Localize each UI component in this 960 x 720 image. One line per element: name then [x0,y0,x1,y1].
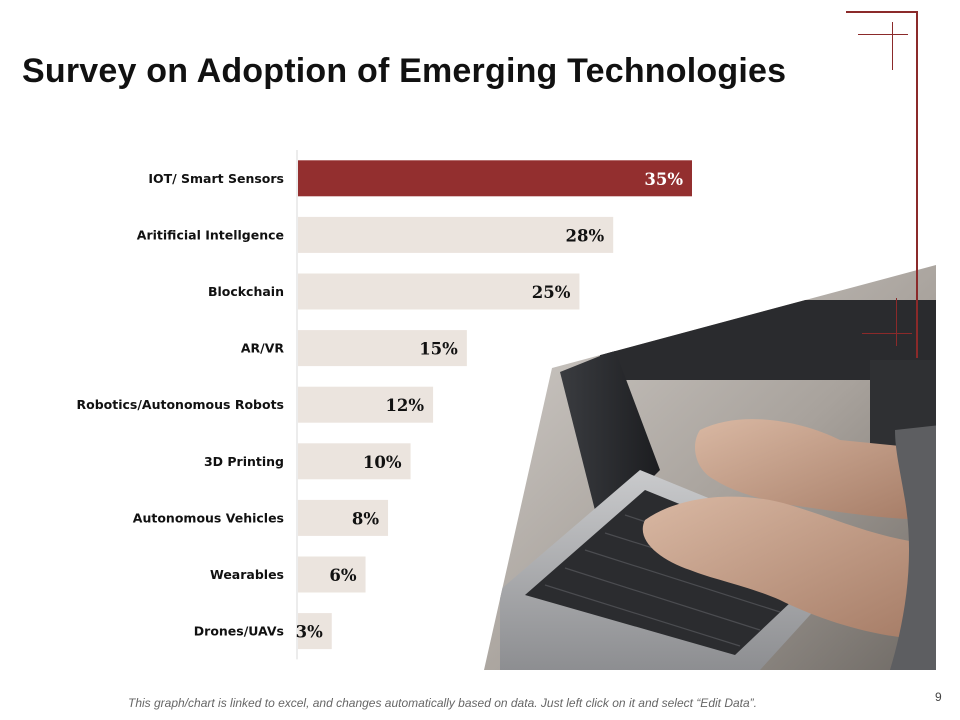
slide-title: Survey on Adoption of Emerging Technolog… [22,52,787,90]
footnote: This graph/chart is linked to excel, and… [128,696,757,710]
data-label: 25% [532,283,571,302]
bar [298,443,411,480]
crosshair-line [896,298,897,346]
data-label: 10% [363,453,402,472]
category-label: Drones/UAVs [194,624,284,639]
category-label: Blockchain [208,284,284,299]
data-label: 12% [385,396,424,415]
bar [298,499,389,536]
data-label: 35% [644,170,683,189]
page-number: 9 [935,690,942,704]
category-label: 3D Printing [204,454,284,469]
crosshair-line [892,22,893,70]
data-label: 3% [296,623,323,642]
data-label: 6% [329,566,356,585]
category-label: Autonomous Vehicles [133,510,284,525]
bar [298,330,467,367]
bar [298,160,692,197]
category-label: Aritificial Intellgence [137,227,284,242]
bar [298,613,332,650]
crosshair-line [858,34,908,35]
category-label: Robotics/Autonomous Robots [76,397,284,412]
category-label: Wearables [210,567,284,582]
bar [298,273,580,310]
bar [298,216,614,253]
data-label: 28% [566,226,605,245]
category-label: AR/VR [241,341,285,356]
category-label: IOT/ Smart Sensors [148,171,284,186]
data-label: 15% [419,340,458,359]
data-label: 8% [352,509,379,528]
crosshair-line [862,333,912,334]
bar [298,556,366,593]
decorative-frame [846,11,918,358]
bar [298,386,434,423]
